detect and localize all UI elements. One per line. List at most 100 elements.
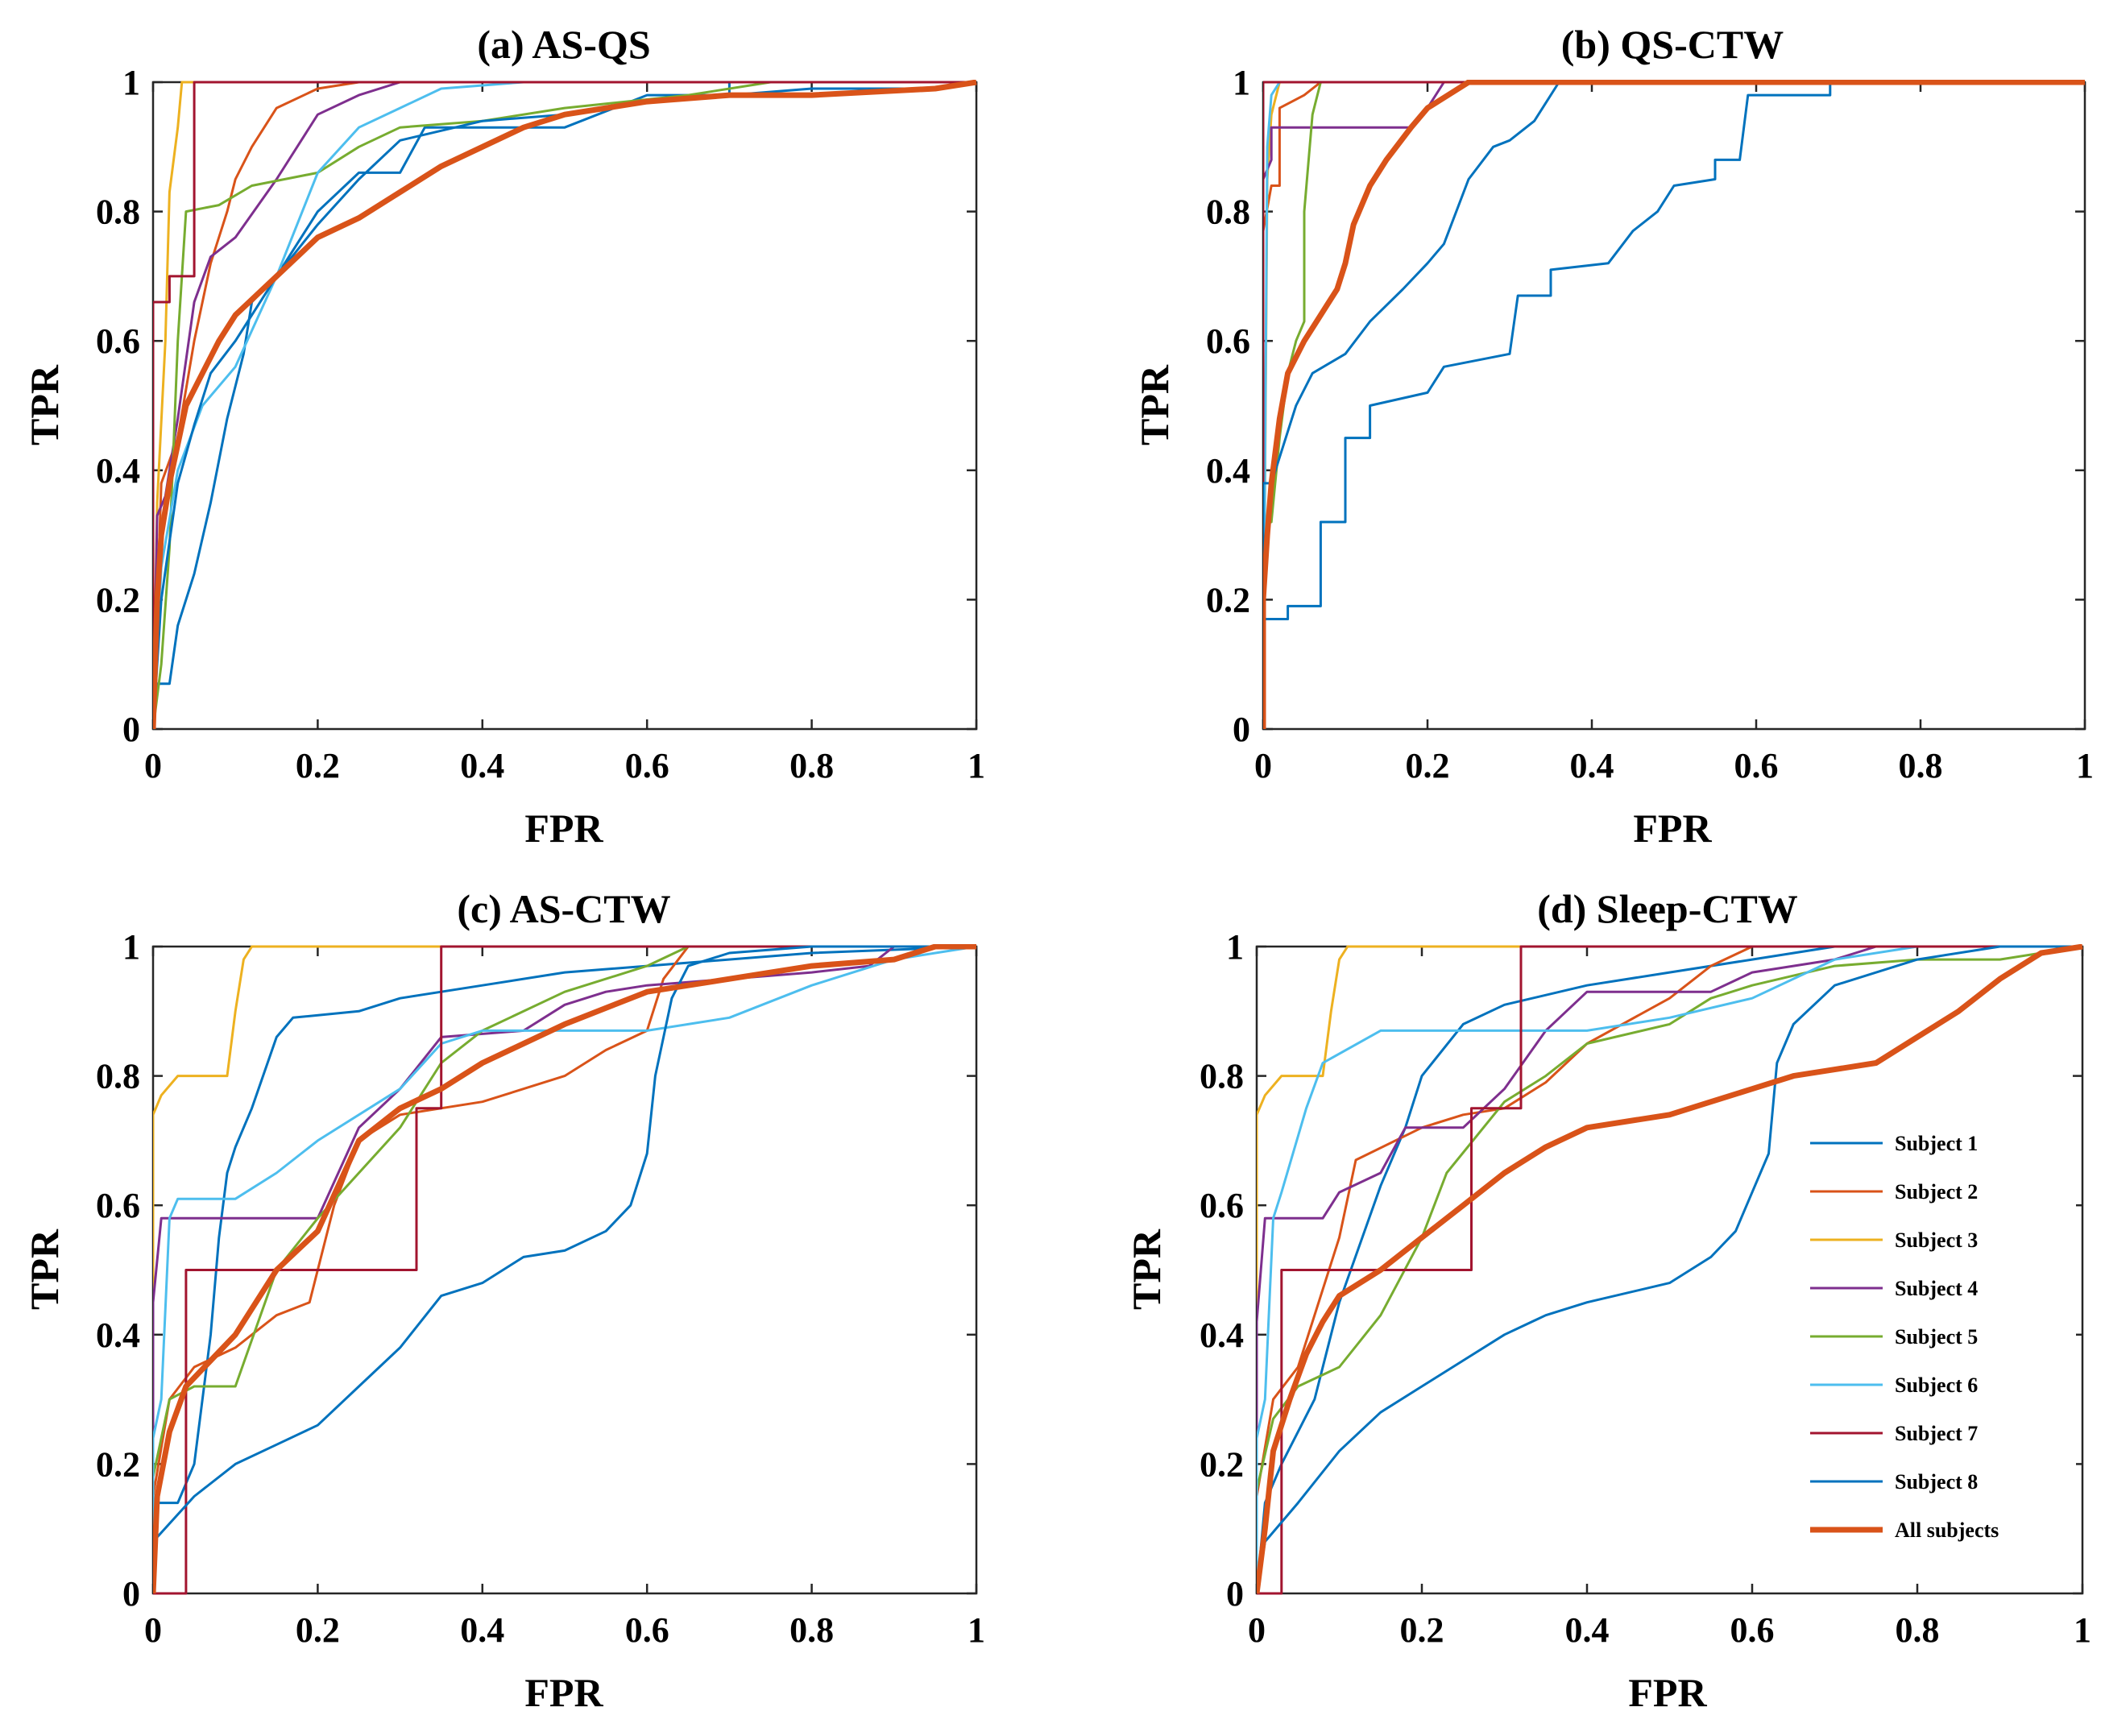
panel-0-xtick-label: 0.8 (789, 746, 834, 785)
panel-1-series-subject-2 (1263, 81, 2085, 729)
panel-1-series-all-subjects (1263, 80, 2085, 729)
panel-3-xtick-label: 1 (2074, 1610, 2091, 1650)
panel-2-series-subject-1 (153, 945, 977, 1593)
panel-d-title: (d) Sleep-CTW (1537, 886, 1798, 931)
panel-2-xtick-label: 0.6 (625, 1610, 669, 1650)
panel-0-series-subject-6 (153, 81, 976, 730)
panel-3-series-all-subjects (1257, 944, 2083, 1594)
panel-0-xtick-label: 0.2 (296, 746, 340, 785)
panel-0-xtick-label: 0.6 (625, 746, 669, 785)
panel-2-xtick-label: 0 (144, 1610, 162, 1650)
panel-2-xtick-label: 0.2 (296, 1610, 340, 1650)
panel-2-xtick-label: 0.8 (789, 1610, 834, 1650)
panel-2-ytick-label: 1 (122, 927, 140, 967)
panel-0-ytick-label: 0.6 (96, 321, 140, 361)
panel-c-xlabel: FPR (524, 1670, 603, 1715)
panel-3-series-subject-3 (1257, 945, 2082, 1593)
panel-2-series-group (153, 944, 977, 1595)
panel-1-ytick-label: 0.8 (1206, 193, 1250, 232)
panel-0-series-subject-7 (153, 81, 976, 729)
panel-1-xtick-label: 1 (2076, 746, 2094, 785)
panel-3-series-group (1257, 944, 2083, 1595)
panel-a-title: (a) AS-QS (477, 22, 650, 67)
panel-3-xtick-label: 0 (1248, 1610, 1266, 1650)
panel-3-series-subject-8 (1257, 945, 2082, 1594)
panel-0-xtick-label: 1 (968, 746, 985, 785)
legend-label-subject-2: Subject 2 (1895, 1180, 1978, 1204)
panel-c-as-ctw: (c) AS-CTW FPR TPR 0 0.2 0.4 0.6 0.8 1 0 0.2 0.4… (22, 886, 985, 1715)
panel-d-ylabel: TPR (1124, 1228, 1169, 1310)
legend-label-subject-4: Subject 4 (1895, 1277, 1978, 1300)
panel-0-axes-box (151, 81, 978, 731)
panel-3-xtick-label: 0.2 (1400, 1610, 1444, 1650)
panel-3-ytick-label: 0.6 (1200, 1186, 1244, 1225)
panel-0-ytick-label: 1 (122, 63, 140, 102)
panel-3-xtick-label: 0.6 (1730, 1610, 1775, 1650)
panel-a-ylabel: TPR (22, 364, 67, 445)
panel-1-series-subject-8 (1263, 81, 2085, 729)
panel-3-ytick-label: 0 (1226, 1574, 1244, 1614)
panel-3-xtick-label: 0.4 (1565, 1610, 1610, 1650)
panel-3-ytick-label: 0.4 (1200, 1315, 1244, 1355)
panel-d-xlabel: FPR (1628, 1670, 1707, 1715)
legend-label-subject-7: Subject 7 (1895, 1422, 1978, 1445)
panel-0-series-all-subjects (153, 80, 977, 730)
panel-2-xtick-label: 1 (968, 1610, 985, 1650)
panel-2-series-subject-8 (153, 945, 976, 1593)
panel-b-qs-ctw: (b) QS-CTW FPR TPR 0 0.2 0.4 0.6 0.8 1 0 0.2 0.4… (1132, 22, 2094, 851)
panel-0-ytick-label: 0 (122, 710, 140, 749)
panel-0-series-subject-3 (153, 81, 976, 730)
panel-b-xlabel: FPR (1633, 806, 1712, 851)
panel-1-ytick-label: 0.4 (1206, 451, 1250, 491)
panel-a-xlabel: FPR (524, 806, 603, 851)
panel-1-xtick-label: 0.2 (1406, 746, 1450, 785)
panel-0-series-subject-4 (153, 81, 976, 730)
panel-0-xtick-label: 0 (144, 746, 162, 785)
panel-0-ytick-label: 0.4 (96, 451, 140, 491)
panel-2-ytick-label: 0.8 (96, 1057, 140, 1096)
panel-3-xtick-label: 0.8 (1896, 1610, 1940, 1650)
panel-0-series-group (153, 80, 977, 730)
legend-label-subject-3: Subject 3 (1895, 1228, 1978, 1252)
panel-1-series-group (1263, 80, 2085, 730)
panel-2-ytick-label: 0 (122, 1574, 140, 1614)
panel-1-ytick-label: 0.6 (1206, 321, 1250, 361)
panel-c-title: (c) AS-CTW (457, 886, 670, 931)
panel-2-series-subject-5 (153, 945, 976, 1593)
panel-1-xtick-label: 0 (1254, 746, 1272, 785)
panel-2-ytick-label: 0.6 (96, 1186, 140, 1225)
legend-label-subject-1: Subject 1 (1895, 1132, 1978, 1155)
panel-2-series-subject-4 (153, 945, 976, 1593)
panel-1-ytick-label: 1 (1233, 63, 1250, 102)
panel-a-as-qs: (a) AS-QS FPR TPR 0 0.2 0.4 0.6 0.8 1 0 0.2 0.4 0… (22, 22, 985, 851)
panel-2-ytick-label: 0.2 (96, 1444, 140, 1484)
panel-1-xtick-label: 0.4 (1570, 746, 1614, 785)
legend-label-all-subjects: All subjects (1895, 1518, 1999, 1542)
panel-0-ytick-label: 0.8 (96, 193, 140, 232)
panel-3-ytick-label: 1 (1226, 927, 1244, 967)
panel-2-series-all-subjects (153, 944, 976, 1594)
panel-2-xtick-label: 0.4 (460, 1610, 504, 1650)
panel-d-sleep-ctw: (d) Sleep-CTW FPR TPR 0 0.2 0.4 0.6 0.8 1 0 0.2… (1124, 886, 2091, 1715)
panel-3-legend-box (1786, 1107, 2076, 1582)
panel-3-legend: Subject 1 Subject 2 Subject 3 Subject 4 Subj… (1786, 1107, 2076, 1582)
panel-1-xtick-label: 0.6 (1734, 746, 1779, 785)
panel-b-ylabel: TPR (1132, 364, 1177, 445)
legend-label-subject-6: Subject 6 (1895, 1373, 1978, 1397)
panel-0-ytick-label: 0.2 (96, 580, 140, 619)
panel-1-ytick-label: 0 (1233, 710, 1250, 749)
panel-c-ylabel: TPR (22, 1228, 67, 1310)
panel-1-xtick-label: 0.8 (1899, 746, 1943, 785)
panel-1-series-subject-4 (1263, 81, 2085, 729)
panel-2-series-subject-7 (153, 945, 976, 1595)
panel-2-series-subject-6 (153, 945, 977, 1593)
panel-1-series-subject-1 (1263, 81, 2085, 729)
panel-1-axes-box (1262, 81, 2086, 731)
panel-1-ytick-label: 0.2 (1206, 580, 1250, 619)
panel-3-series-subject-6 (1257, 945, 2082, 1593)
panel-0-xtick-label: 0.4 (460, 746, 504, 785)
panel-2-ytick-label: 0.4 (96, 1315, 140, 1355)
panel-3-series-subject-7 (1257, 945, 2082, 1595)
panel-3-ytick-label: 0.2 (1200, 1444, 1244, 1484)
